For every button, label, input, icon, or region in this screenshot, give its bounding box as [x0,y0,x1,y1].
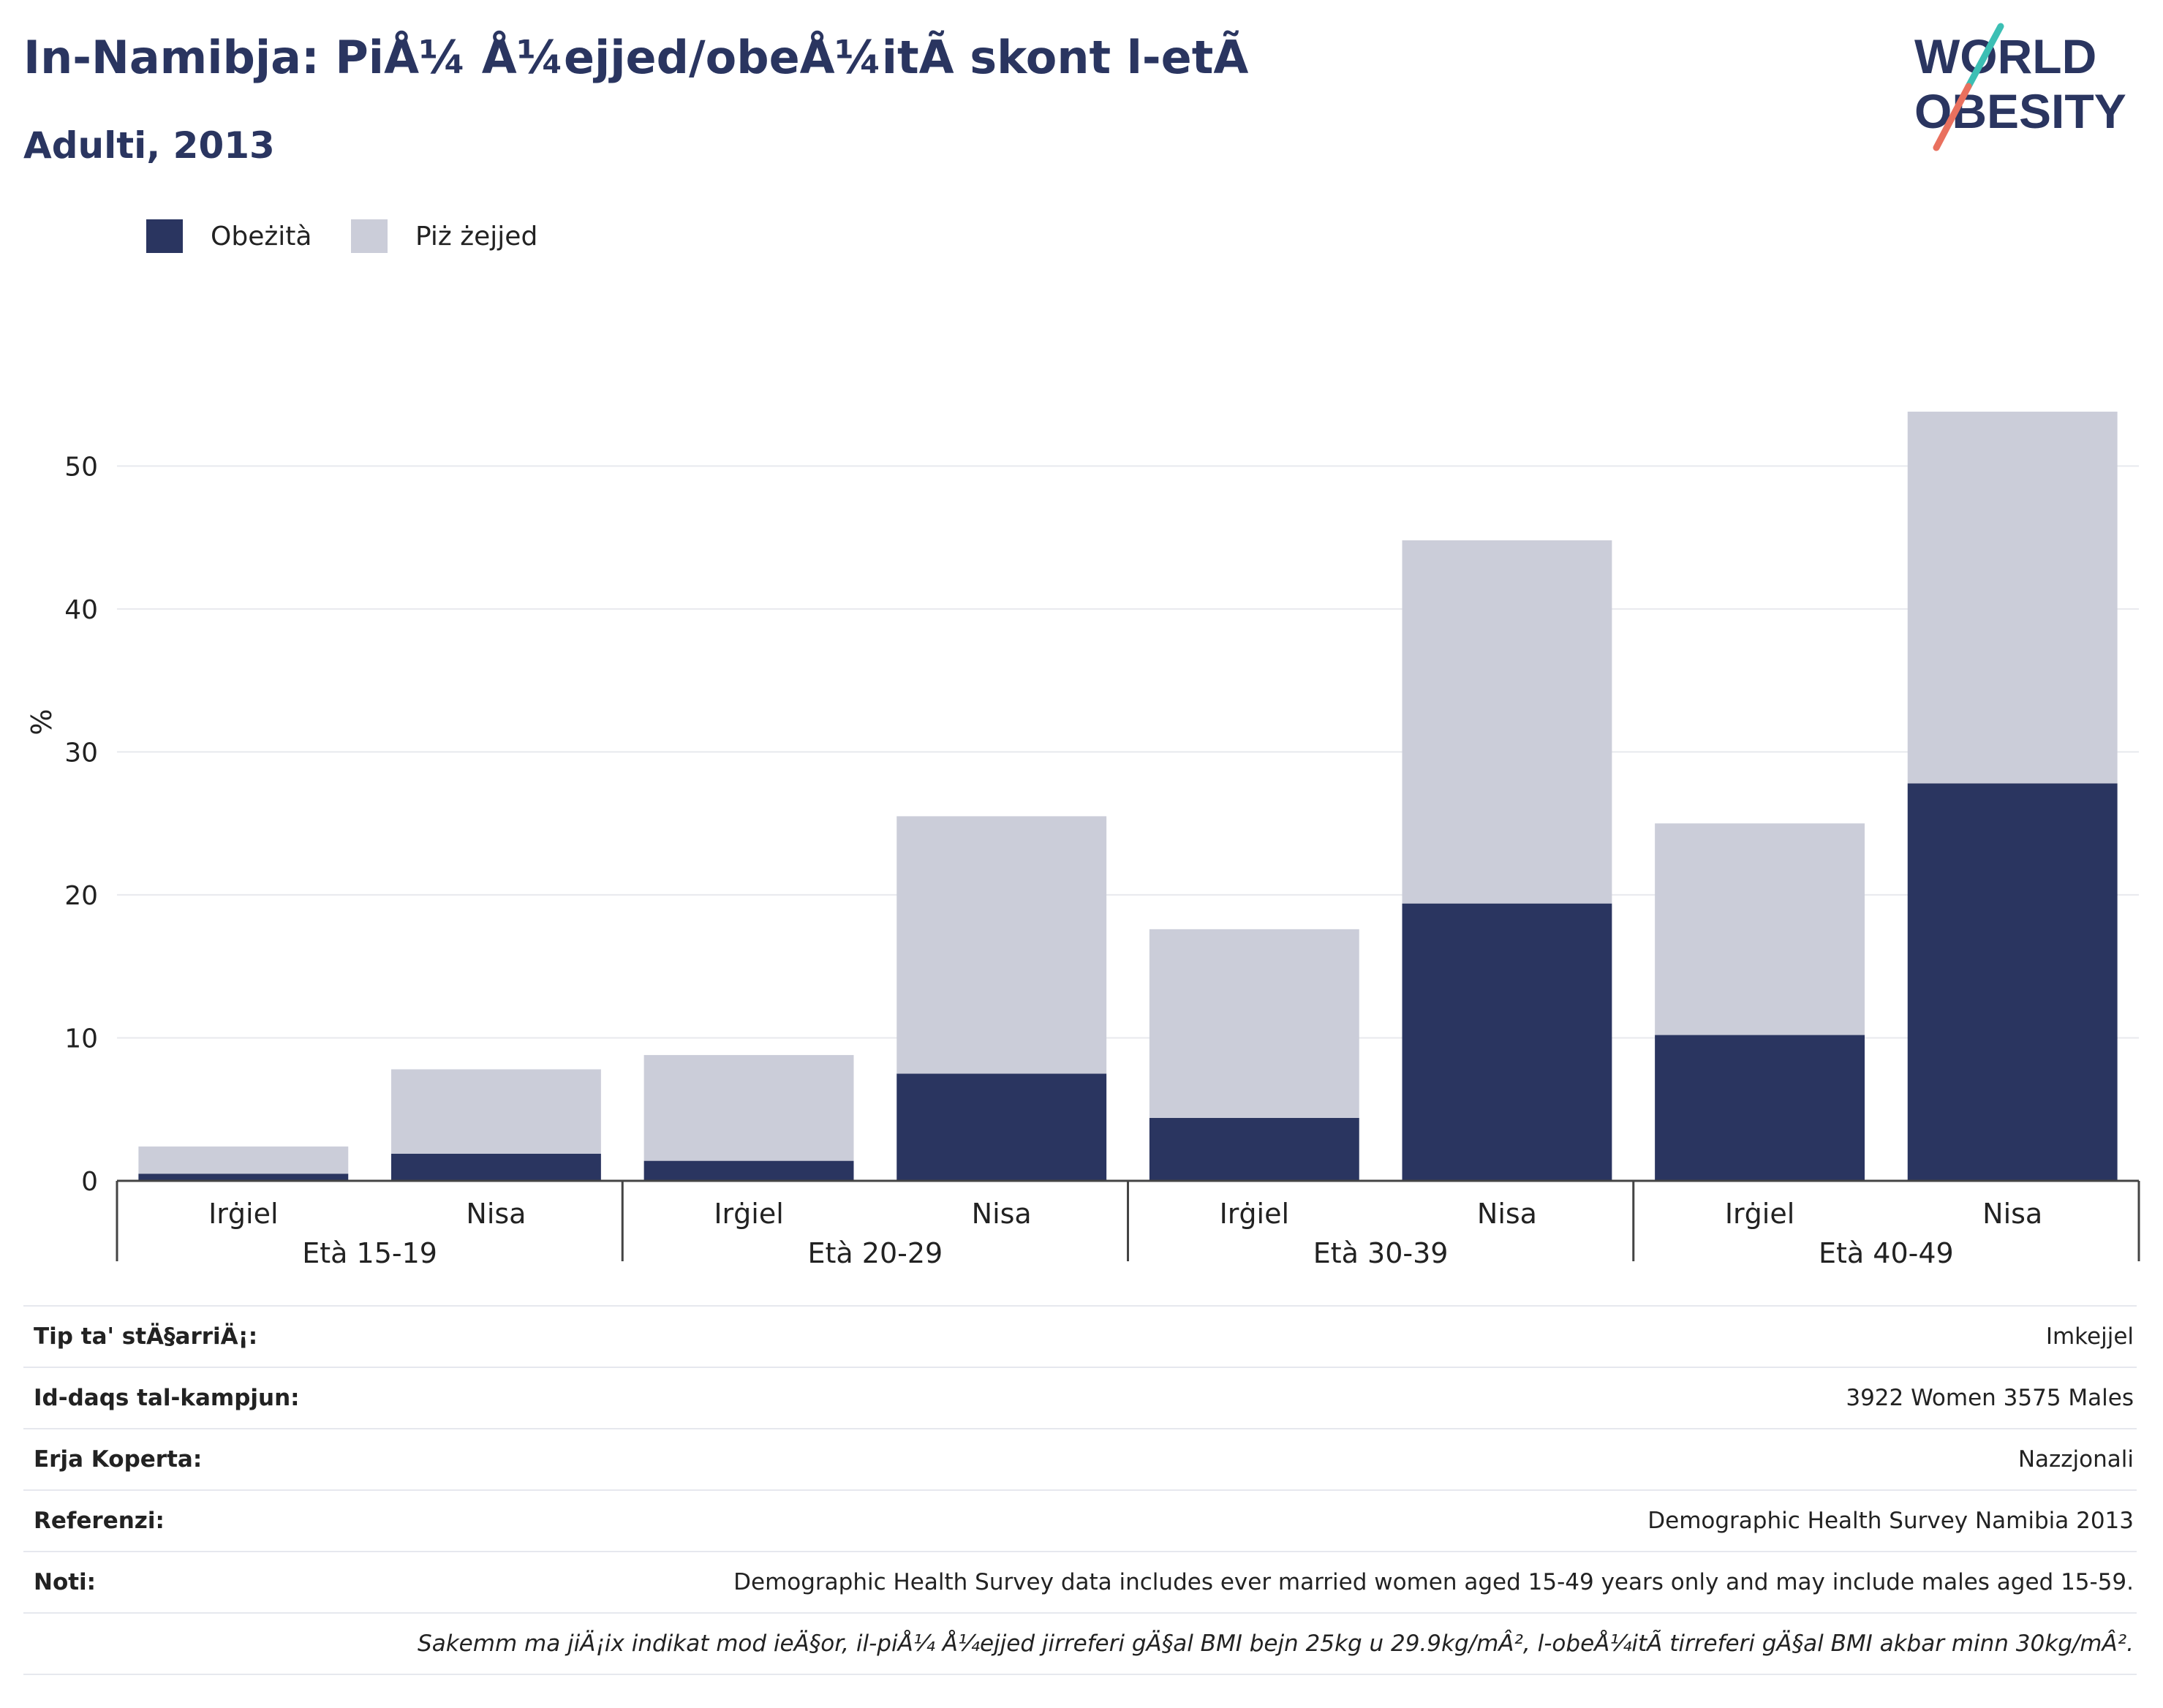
group-label: Età 40-49 [1819,1237,1954,1269]
logo-slash-coral [1933,83,1972,151]
info-table: Tip ta' stÄ§arriÄ¡: Imkejjel Id-daqs tal… [23,1305,2137,1675]
legend-swatch-obese [146,219,183,253]
info-row-survey-type: Tip ta' stÄ§arriÄ¡: Imkejjel [23,1305,2137,1367]
bar-overweight [1149,929,1359,1118]
legend-label-obese: Obeżità [211,221,312,252]
legend-swatch-overweight [351,219,388,253]
group-label: Età 15-19 [302,1237,437,1269]
y-axis-label: % [26,708,58,735]
bar-obese [1149,1117,1359,1181]
bar-chart: 0 10 20 30 40 50% Irġiel Nisa Irġiel Nisa Irġiel Ni… [26,412,2140,1269]
info-value-notes: Demographic Health Survey data includes … [733,1569,2134,1595]
bar-overweight [1655,823,1865,1035]
info-row-notes: Noti: Demographic Health Survey data inc… [23,1551,2137,1612]
x-tick-label: Irġiel [714,1198,783,1230]
bar-overweight [1907,412,2118,784]
y-tick-label: 40 [64,595,98,625]
bar-obese [1655,1035,1865,1181]
x-tick-label: Irġiel [1220,1198,1289,1230]
x-tick-label: Nisa [972,1198,1032,1230]
x-tick-label: Irġiel [1725,1198,1794,1230]
bmi-definition-note: Sakemm ma jiÄ¡ix indikat mod ieÄ§or, il-… [418,1630,2134,1657]
bar-obese [391,1153,601,1181]
legend-item-obese[interactable]: Obeżità [146,218,312,254]
y-tick-label: 0 [81,1167,98,1197]
logo-slash-teal [1965,23,2004,90]
bar-obese [1402,903,1612,1181]
y-tick-label: 10 [64,1024,98,1054]
bar-overweight [896,816,1107,1074]
info-label-survey-type: Tip ta' stÄ§arriÄ¡: [34,1323,258,1350]
bar-overweight [391,1069,601,1154]
info-row-sample-size: Id-daqs tal-kampjun: 3922 Women 3575 Mal… [23,1367,2137,1428]
legend-item-overweight[interactable]: Piż żejjed [351,218,537,254]
x-tick-label: Nisa [1477,1198,1537,1230]
info-label-notes: Noti: [34,1569,97,1595]
bar-overweight [643,1054,854,1161]
info-value-area-covered: Nazzjonali [2017,1446,2134,1473]
x-tick-label: Nisa [466,1198,526,1230]
info-row-bmi-note: Sakemm ma jiÄ¡ix indikat mod ieÄ§or, il-… [23,1612,2137,1675]
bar-obese [643,1160,854,1181]
info-value-survey-type: Imkejjel [2045,1323,2134,1350]
info-value-sample-size: 3922 Women 3575 Males [1846,1385,2134,1411]
info-value-references: Demographic Health Survey Namibia 2013 [1647,1508,2134,1534]
y-tick-label: 20 [64,881,98,911]
bar-obese [138,1174,349,1181]
bar-overweight [138,1146,349,1174]
y-tick-label: 30 [64,738,98,768]
info-row-area-covered: Erja Koperta: Nazzjonali [23,1428,2137,1489]
group-label: Età 30-39 [1313,1237,1449,1269]
logo-text-world: WORLD [1914,29,2096,83]
y-tick-label: 50 [64,452,98,482]
chart-title: In-Namibja: PiÅ¼ Å¼ejjed/obeÅ¼itÃ skont … [23,31,1249,84]
chart-subtitle: Adulti, 2013 [23,124,275,167]
world-obesity-logo: WORLD OBESITY [1914,23,2126,151]
group-label: Età 20-29 [808,1237,943,1269]
x-tick-label: Irġiel [208,1198,278,1230]
bar-overweight [1402,540,1612,904]
bar-obese [896,1073,1107,1181]
info-row-references: Referenzi: Demographic Health Survey Nam… [23,1489,2137,1551]
legend-label-overweight: Piż żejjed [415,221,538,252]
info-label-area-covered: Erja Koperta: [34,1446,203,1473]
info-label-references: Referenzi: [34,1508,165,1534]
x-tick-label: Nisa [1982,1198,2042,1230]
info-label-sample-size: Id-daqs tal-kampjun: [34,1385,300,1411]
bar-obese [1907,783,2118,1181]
